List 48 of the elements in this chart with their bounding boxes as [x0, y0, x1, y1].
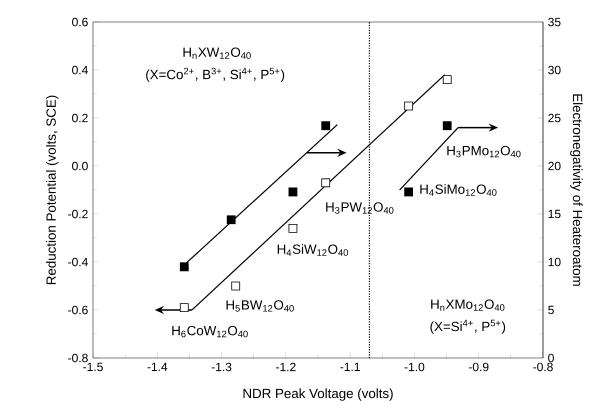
point — [442, 75, 452, 84]
annotation: H$_{n}$XMo$_{12}$O$_{40}$ — [431, 299, 504, 311]
point — [180, 262, 189, 272]
y2-tick-label: 10 — [548, 258, 561, 266]
y2-tick-label: 30 — [548, 66, 561, 74]
point — [226, 215, 236, 224]
x-tick-label: -0.9 — [468, 362, 488, 372]
x-tick-label: -1.2 — [276, 362, 296, 372]
point — [321, 121, 330, 130]
x-tick-label: -1.5 — [83, 362, 103, 372]
x-tick-label: -1.1 — [340, 362, 360, 371]
x-axis-title: NDR Peak Voltage (volts) — [244, 388, 393, 401]
y2-tick-label: 25 — [548, 114, 561, 122]
x-tick-label: -1.4 — [147, 362, 168, 371]
point — [231, 282, 240, 290]
point — [404, 102, 414, 110]
point — [404, 188, 414, 196]
annotation: H$_{4}$SiW$_{12}$O$_{40}$ — [278, 244, 348, 256]
annotation: H$_{5}$BW$_{12}$O$_{40}$ — [226, 300, 294, 312]
point — [288, 224, 298, 233]
y2-axis-title: Electronegativity of Heateroatom — [570, 94, 583, 286]
y-tick-label: -0.8 — [68, 354, 88, 362]
annotation: H$_{4}$SiMo$_{12}$O$_{40}$ — [420, 184, 497, 196]
x-tick-label: -0.8 — [533, 362, 553, 372]
point — [288, 188, 298, 196]
x-tick-label: -1.3 — [212, 362, 232, 372]
annotation: H$_{n}$XW$_{12}$O$_{40}$ — [183, 48, 251, 59]
annotation: (X=Si$^{4+}$, P$^{5+}$) — [430, 320, 506, 334]
point — [180, 303, 189, 312]
x-tick-label: -1.0 — [404, 362, 424, 372]
point — [321, 178, 330, 188]
y-tick-label: -0.4 — [68, 258, 88, 266]
y2-tick-label: 15 — [548, 210, 561, 218]
y2-tick-label: 0 — [548, 354, 554, 362]
point — [442, 121, 452, 130]
y-tick-label: -0.2 — [68, 210, 88, 218]
y-tick-label: 0.2 — [72, 114, 88, 122]
y-tick-label: -0.6 — [68, 306, 88, 314]
y2-tick-label: 5 — [548, 306, 554, 314]
y2-tick-label: 35 — [548, 18, 561, 26]
y2-tick-label: 20 — [548, 162, 561, 170]
y-tick-label: 0.4 — [72, 66, 88, 74]
text: (X=Co$^{2+}$, B$^{3+}$, Si$^{4+}$, P$^{5+}$) — [146, 68, 284, 82]
y-axis-title: Reduction Potential (volts, SCE) — [46, 96, 58, 284]
annotation: H$_{3}$PMo$_{12}$O$_{40}$ — [447, 146, 521, 158]
annotation: H$_{6}$CoW$_{12}$O$_{40}$ — [172, 326, 248, 338]
y-tick-label: 0.0 — [72, 162, 88, 170]
y-tick-label: 0.6 — [72, 18, 88, 26]
